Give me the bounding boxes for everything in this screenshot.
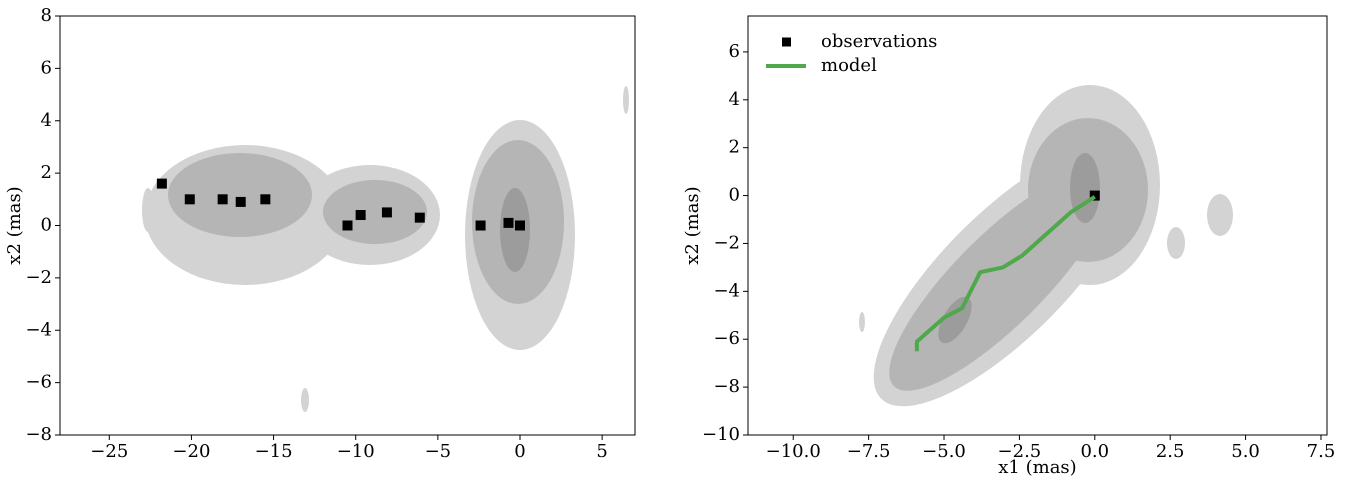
y-tick-label: −10 — [702, 424, 740, 445]
y-axis-label: x2 (mas) — [4, 186, 25, 264]
x-tick-label: 0.0 — [1080, 441, 1109, 462]
x-tick-label: −7.5 — [847, 441, 891, 462]
observation-marker — [476, 221, 486, 231]
y-tick-label: 4 — [41, 110, 52, 131]
x-axis-label: x1 (mas) — [998, 457, 1076, 478]
observation-marker — [236, 197, 246, 207]
y-axis-label: x2 (mas) — [682, 186, 703, 264]
y-tick-label: 6 — [729, 41, 740, 62]
x-tick-label: −20 — [172, 441, 210, 462]
observation-marker — [343, 221, 353, 231]
observation-marker — [218, 194, 228, 204]
observation-marker — [157, 179, 167, 189]
x-tick-label: 7.5 — [1307, 441, 1336, 462]
y-tick-label: −4 — [25, 319, 52, 340]
x-tick-label: −25 — [90, 441, 128, 462]
y-tick-label: 2 — [729, 137, 740, 158]
y-tick-label: 6 — [41, 57, 52, 78]
legend-label: observations — [821, 31, 937, 52]
x-tick-label: −5.0 — [922, 441, 966, 462]
y-tick-label: −6 — [25, 372, 52, 393]
y-tick-label: −6 — [713, 328, 740, 349]
x-tick-label: 5.0 — [1231, 441, 1260, 462]
x-tick-label: 5 — [596, 441, 607, 462]
y-tick-label: −8 — [25, 424, 52, 445]
observation-marker — [185, 194, 195, 204]
figure: −25−20−15−10−505−8−6−4−202468x2 (mas)−10… — [0, 0, 1349, 481]
observation-marker — [260, 194, 270, 204]
y-tick-label: 8 — [41, 5, 52, 26]
legend-label: model — [821, 55, 877, 76]
x-tick-label: 0 — [514, 441, 525, 462]
y-tick-label: 0 — [41, 215, 52, 236]
x-tick-label: −5 — [425, 441, 452, 462]
legend-marker — [782, 38, 791, 47]
y-tick-label: 0 — [729, 185, 740, 206]
observation-marker — [515, 221, 525, 231]
y-tick-label: −2 — [713, 232, 740, 253]
y-tick-label: 4 — [729, 89, 740, 110]
observation-marker — [415, 213, 425, 223]
y-tick-label: −2 — [25, 267, 52, 288]
observation-marker — [504, 218, 514, 228]
x-tick-label: −15 — [255, 441, 293, 462]
x-tick-label: −10 — [337, 441, 375, 462]
contours-left — [142, 86, 629, 412]
y-tick-label: −4 — [713, 280, 740, 301]
y-tick-label: −8 — [713, 376, 740, 397]
observation-marker — [356, 210, 366, 220]
y-tick-label: 2 — [41, 162, 52, 183]
contours-right — [837, 85, 1233, 443]
observation-marker — [382, 207, 392, 217]
x-tick-label: −10.0 — [766, 441, 821, 462]
x-tick-label: 2.5 — [1156, 441, 1185, 462]
